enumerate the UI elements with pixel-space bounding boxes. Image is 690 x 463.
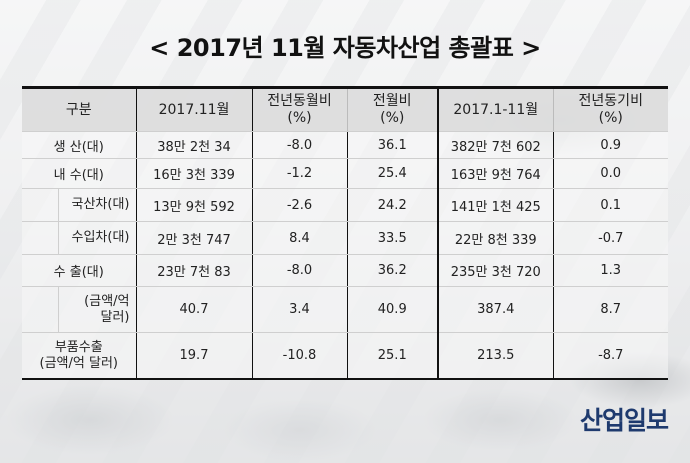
row-label-cell: 국산차(대) — [22, 188, 136, 222]
row-label-line2: (금액/억 달러) — [39, 355, 118, 371]
cell-mom: 24.2 — [346, 188, 438, 222]
cell-month: 40.7 — [135, 286, 252, 333]
table-row-domestic: 내 수(대) 16만 3천 339 -1.2 25.4 163만 9천 764 … — [22, 158, 668, 189]
table-row-export: 수 출(대) 23만 7천 83 -8.0 36.2 235만 3천 720 1… — [22, 254, 668, 287]
cell-mom: 40.9 — [346, 286, 438, 333]
header-yoy-month-line2: (%) — [287, 110, 312, 126]
cell-yoy-month: -8.0 — [251, 131, 347, 159]
cell-yoy-ytd: -8.7 — [552, 332, 668, 380]
row-label: (금액/억 달러) — [58, 287, 136, 332]
header-mom-line1: 전월비 — [372, 93, 412, 109]
publisher-logo: 산업일보 — [579, 406, 669, 435]
cell-month: 38만 2천 34 — [135, 131, 252, 159]
cell-yoy-ytd: 0.1 — [552, 188, 668, 222]
row-label-line1: (금액/억 — [84, 293, 130, 309]
header-mom-line2: (%) — [380, 110, 405, 126]
table-row-export-amount: (금액/억 달러) 40.7 3.4 40.9 387.4 8.7 — [22, 286, 668, 333]
row-label-cell: 수입차(대) — [22, 221, 136, 255]
row-label-line2: 달러) — [100, 309, 130, 325]
cell-ytd: 213.5 — [437, 332, 553, 380]
cell-yoy-month: -1.2 — [251, 158, 347, 189]
header-yoy-ytd-line2: (%) — [598, 110, 623, 126]
header-yoy-ytd-line1: 전년동기비 — [578, 93, 643, 109]
table-row-parts-export: 부품수출 (금액/억 달러) 19.7 -10.8 25.1 213.5 -8.… — [22, 332, 668, 380]
row-label-cell: (금액/억 달러) — [22, 286, 136, 333]
table-header-row: 구분 2017.11월 전년동월비 (%) 전월비 (%) 2017.1-11월… — [22, 87, 668, 132]
header-yoy-ytd: 전년동기비 (%) — [552, 87, 668, 132]
header-month: 2017.11월 — [135, 87, 252, 132]
table-row-production: 생 산(대) 38만 2천 34 -8.0 36.1 382만 7천 602 0… — [22, 131, 668, 159]
auto-industry-summary-table: 구분 2017.11월 전년동월비 (%) 전월비 (%) 2017.1-11월… — [22, 86, 668, 380]
cell-yoy-ytd: 0.0 — [552, 158, 668, 189]
cell-ytd: 235만 3천 720 — [437, 254, 553, 287]
row-label: 생 산(대) — [22, 131, 136, 159]
cell-yoy-month: -10.8 — [251, 332, 347, 380]
cell-ytd: 387.4 — [437, 286, 553, 333]
cell-mom: 33.5 — [346, 221, 438, 255]
header-mom: 전월비 (%) — [346, 87, 438, 132]
row-label: 국산차(대) — [58, 189, 136, 221]
cell-mom: 36.1 — [346, 131, 438, 159]
header-yoy-month: 전년동월비 (%) — [251, 87, 347, 132]
row-label: 부품수출 (금액/억 달러) — [22, 332, 136, 380]
cell-yoy-ytd: 0.9 — [552, 131, 668, 159]
cell-mom: 25.1 — [346, 332, 438, 380]
cell-yoy-ytd: 1.3 — [552, 254, 668, 287]
cell-ytd: 163만 9천 764 — [437, 158, 553, 189]
cell-mom: 36.2 — [346, 254, 438, 287]
cell-mom: 25.4 — [346, 158, 438, 189]
cell-yoy-ytd: -0.7 — [552, 221, 668, 255]
table-row-imported: 수입차(대) 2만 3천 747 8.4 33.5 22만 8천 339 -0.… — [22, 221, 668, 255]
cell-month: 16만 3천 339 — [135, 158, 252, 189]
row-label-line1: 부품수출 — [54, 339, 103, 355]
cell-month: 23만 7천 83 — [135, 254, 252, 287]
cell-month: 19.7 — [135, 332, 252, 380]
header-category: 구분 — [22, 87, 136, 132]
row-label: 수입차(대) — [58, 222, 136, 254]
cell-month: 13만 9천 592 — [135, 188, 252, 222]
row-label: 수 출(대) — [22, 254, 136, 287]
table-row-domestic-brand: 국산차(대) 13만 9천 592 -2.6 24.2 141만 1천 425 … — [22, 188, 668, 222]
header-yoy-month-line1: 전년동월비 — [267, 93, 332, 109]
cell-yoy-ytd: 8.7 — [552, 286, 668, 333]
cell-yoy-month: 3.4 — [251, 286, 347, 333]
cell-ytd: 22만 8천 339 — [437, 221, 553, 255]
cell-yoy-month: -8.0 — [251, 254, 347, 287]
cell-ytd: 382만 7천 602 — [437, 131, 553, 159]
cell-yoy-month: -2.6 — [251, 188, 347, 222]
header-ytd: 2017.1-11월 — [437, 87, 553, 132]
row-label: 내 수(대) — [22, 158, 136, 189]
cell-ytd: 141만 1천 425 — [437, 188, 553, 222]
cell-yoy-month: 8.4 — [251, 221, 347, 255]
cell-month: 2만 3천 747 — [135, 221, 252, 255]
page-title: < 2017년 11월 자동차산업 총괄표 > — [149, 34, 541, 62]
